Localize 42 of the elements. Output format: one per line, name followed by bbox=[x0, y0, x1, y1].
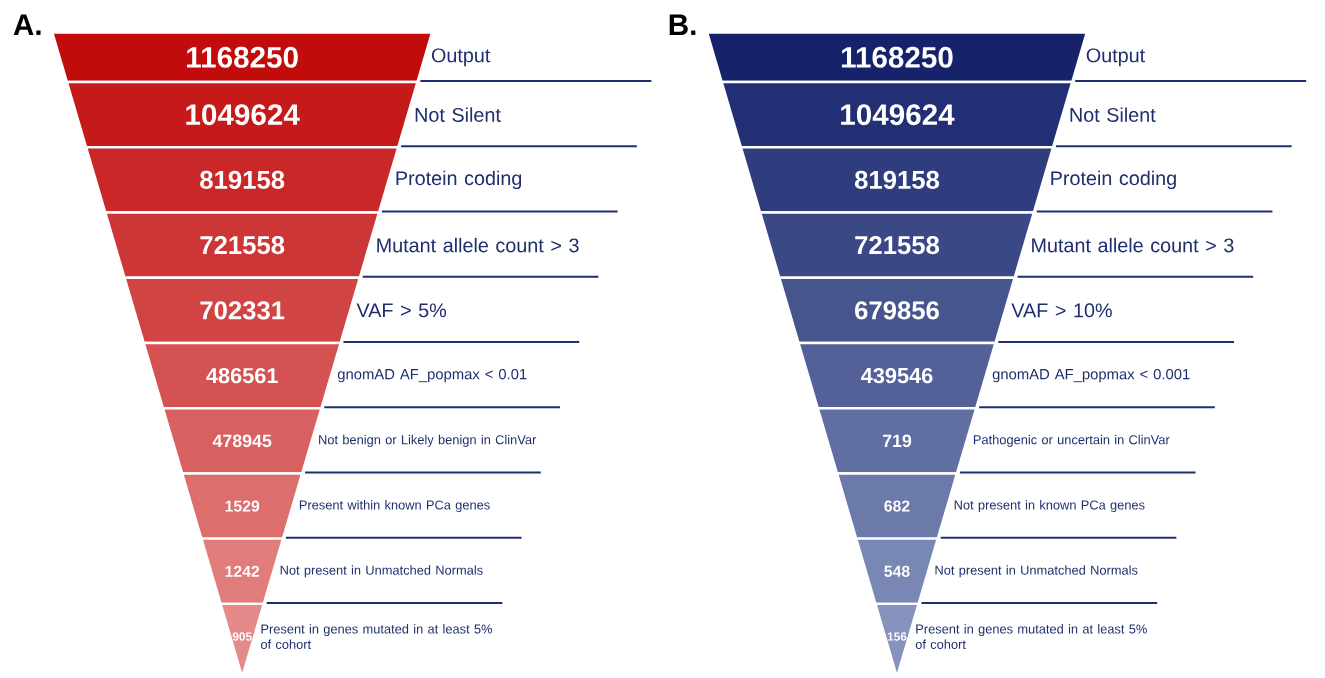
data-label: 156 bbox=[887, 632, 907, 641]
category-label: Mutant allele count > 3 bbox=[1032, 237, 1234, 253]
category-label: Pathogenic or uncertain in ClinVar bbox=[973, 434, 1170, 447]
data-label: 905 bbox=[232, 632, 252, 641]
category-label: gnomAD AF_popmax < 0.001 bbox=[992, 368, 1190, 383]
category-label: Not Silent bbox=[1070, 107, 1156, 122]
category-label: Present in genes mutated in at least 5% of cohort bbox=[915, 624, 1147, 649]
data-label: 1168250 bbox=[187, 46, 298, 68]
data-label: 1168250 bbox=[841, 46, 953, 68]
data-label: 719 bbox=[882, 434, 912, 448]
category-label: VAF > 5% bbox=[356, 303, 447, 318]
category-label: Present in genes mutated in at least 5% of cohort bbox=[260, 624, 493, 649]
data-label: 1049624 bbox=[186, 104, 300, 126]
category-label: Not present in known PCa genes bbox=[954, 499, 1145, 512]
category-label: Mutant allele count > 3 bbox=[377, 237, 579, 253]
data-label: 819158 bbox=[200, 170, 285, 189]
data-label: 679856 bbox=[855, 301, 939, 320]
text: A. bbox=[13, 14, 41, 35]
data-label: 682 bbox=[884, 500, 910, 512]
category-label: Protein coding bbox=[1051, 170, 1176, 189]
category-label: Not Silent bbox=[415, 107, 501, 122]
data-label: 478945 bbox=[212, 434, 272, 448]
data-label: 486561 bbox=[206, 367, 278, 384]
category-label: Protein coding bbox=[396, 170, 522, 189]
data-label: 819158 bbox=[854, 170, 940, 189]
category-label: VAF > 10% bbox=[1011, 303, 1112, 318]
data-label: 1242 bbox=[225, 565, 260, 577]
category-label: Output bbox=[1086, 48, 1146, 67]
category-label: Not present in Unmatched Normals bbox=[280, 565, 483, 578]
category-label: Output bbox=[431, 48, 491, 67]
data-label: 548 bbox=[884, 565, 910, 577]
data-label: 1049624 bbox=[841, 104, 955, 126]
category-label: Not benign or Likely benign in ClinVar bbox=[319, 434, 537, 447]
data-label: 439546 bbox=[861, 367, 933, 384]
text: B. bbox=[669, 14, 696, 35]
category-label: Present within known PCa genes bbox=[299, 499, 490, 512]
category-label: gnomAD AF_popmax < 0.01 bbox=[337, 368, 527, 383]
data-label: 721558 bbox=[200, 235, 285, 255]
data-label: 1529 bbox=[225, 500, 260, 512]
category-label: Not present in Unmatched Normals bbox=[935, 565, 1138, 578]
data-label: 721558 bbox=[855, 235, 940, 255]
data-label: 702331 bbox=[200, 301, 285, 320]
